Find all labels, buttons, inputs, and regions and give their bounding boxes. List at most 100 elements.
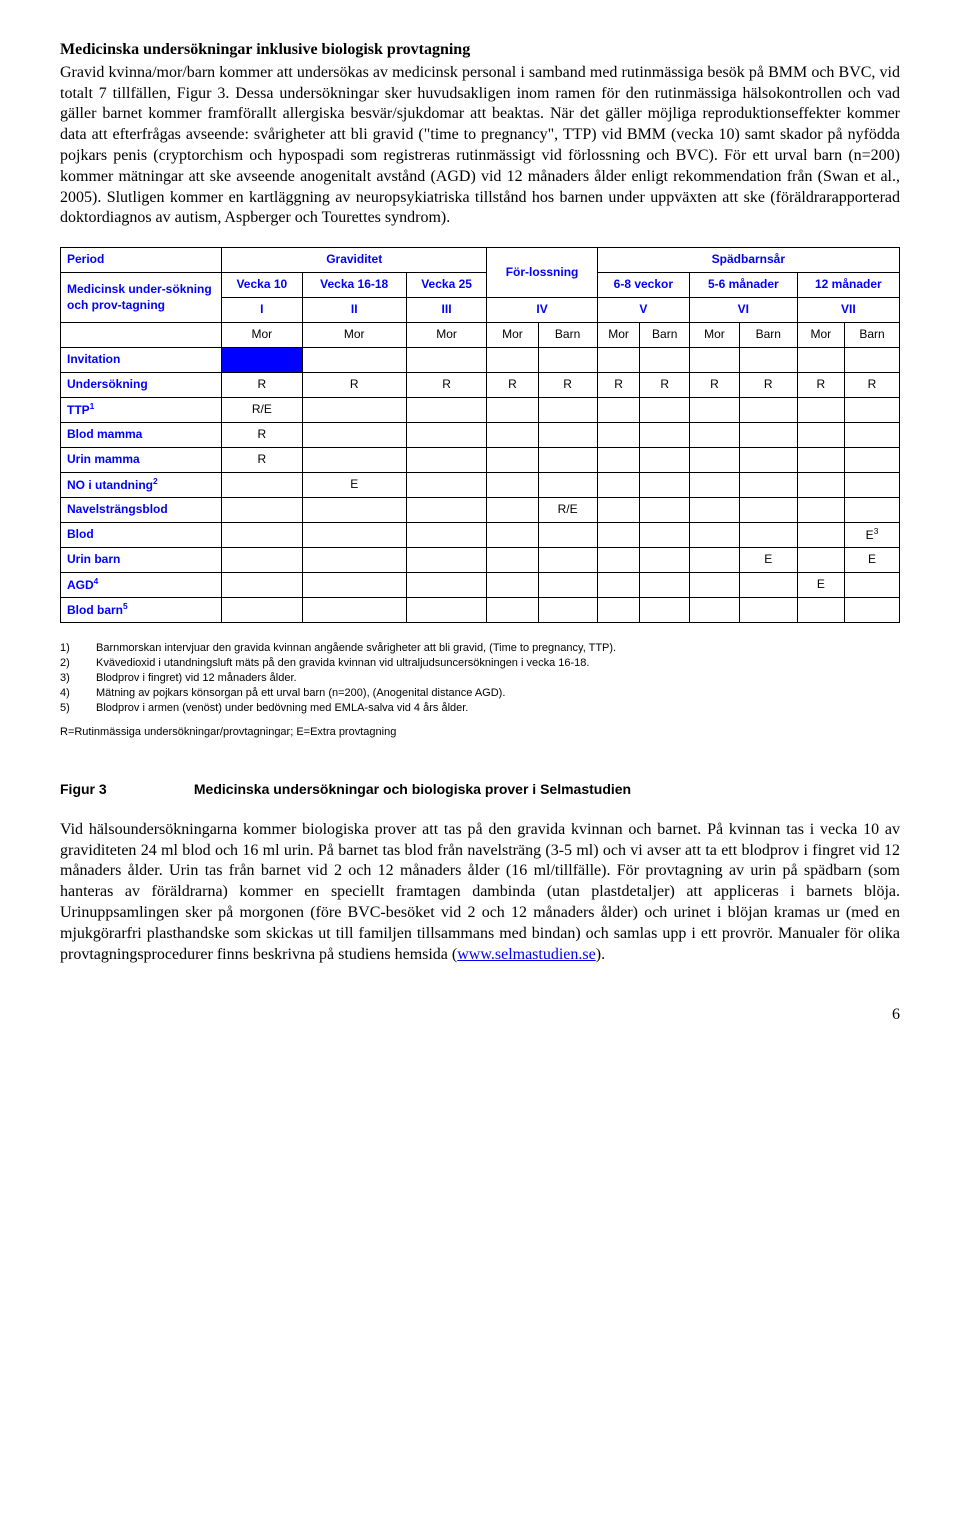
table-cell [739,498,797,523]
table-cell [406,523,487,548]
table-cell [739,573,797,598]
roman-6: VI [690,298,798,323]
table-cell [640,548,690,573]
table-cell [538,523,597,548]
table-cell [845,498,900,523]
table-cell [487,573,538,598]
row-label: Blod mamma [61,423,222,448]
barn: Barn [739,323,797,348]
table-cell [406,348,487,373]
table-cell [222,348,303,373]
table-cell [538,448,597,473]
table-cell [487,398,538,423]
table-cell [690,348,740,373]
table-cell: R [222,373,303,398]
table-cell [302,423,406,448]
table-cell [406,398,487,423]
vecka1618: Vecka 16-18 [302,273,406,298]
table-cell [538,398,597,423]
vecka10: Vecka 10 [222,273,303,298]
roman-7: VII [797,298,899,323]
table-cell [640,348,690,373]
table-cell [640,523,690,548]
table-cell: R [487,373,538,398]
table-cell [845,398,900,423]
table-cell [690,598,740,623]
table-cell [690,473,740,498]
table-cell [690,548,740,573]
table-cell [640,448,690,473]
table-cell [538,598,597,623]
table-cell [845,473,900,498]
table-cell [487,523,538,548]
roman-3: III [406,298,487,323]
table-cell [302,548,406,573]
row-label: TTP1 [61,398,222,423]
table-cell [406,573,487,598]
paragraph-2: Vid hälsoundersökningarna kommer biologi… [60,820,900,966]
table-cell [222,473,303,498]
page-number: 6 [60,1005,900,1026]
table-cell [690,573,740,598]
row-label: NO i utandning2 [61,473,222,498]
table-cell [487,448,538,473]
table-cell [538,573,597,598]
mor: Mor [222,323,303,348]
table-cell: E3 [845,523,900,548]
table-cell [487,598,538,623]
barn: Barn [538,323,597,348]
row-label: AGD4 [61,573,222,598]
table-cell [406,498,487,523]
hdr-period: Period [61,248,222,273]
table-cell: R [640,373,690,398]
mor: Mor [302,323,406,348]
table-cell [739,448,797,473]
table-cell [487,473,538,498]
table-cell [538,548,597,573]
row-label: Undersökning [61,373,222,398]
website-link[interactable]: www.selmastudien.se [457,946,596,963]
table-cell [487,348,538,373]
study-table: Period Graviditet För-lossning Spädbarns… [60,247,900,623]
para2-post: ). [596,946,605,963]
table-cell: E [797,573,844,598]
table-cell [538,423,597,448]
legend: R=Rutinmässiga undersökningar/provtagnin… [60,725,900,739]
mor: Mor [690,323,740,348]
table-cell [597,423,640,448]
table-cell [739,523,797,548]
table-cell [597,573,640,598]
table-cell [406,548,487,573]
table-cell [690,523,740,548]
table-cell [797,548,844,573]
row-label: Invitation [61,348,222,373]
vecka25: Vecka 25 [406,273,487,298]
table-cell [597,398,640,423]
table-cell [222,548,303,573]
mor: Mor [597,323,640,348]
m56: 5-6 månader [690,273,798,298]
table-cell: R [739,373,797,398]
table-cell [597,498,640,523]
table-cell [406,598,487,623]
table-cell [640,423,690,448]
table-cell [222,498,303,523]
table-cell: R [538,373,597,398]
table-cell [640,598,690,623]
table-cell [597,598,640,623]
table-cell [640,398,690,423]
table-cell [597,548,640,573]
table-cell: R [690,373,740,398]
table-cell [302,498,406,523]
table-cell [739,598,797,623]
paragraph-1: Gravid kvinna/mor/barn kommer att unders… [60,63,900,229]
row-label: Navelsträngsblod [61,498,222,523]
table-cell [845,348,900,373]
m12: 12 månader [797,273,899,298]
barn: Barn [640,323,690,348]
table-cell [597,473,640,498]
barn: Barn [845,323,900,348]
table-cell: R [406,373,487,398]
row-label: Urin barn [61,548,222,573]
table-cell [845,598,900,623]
